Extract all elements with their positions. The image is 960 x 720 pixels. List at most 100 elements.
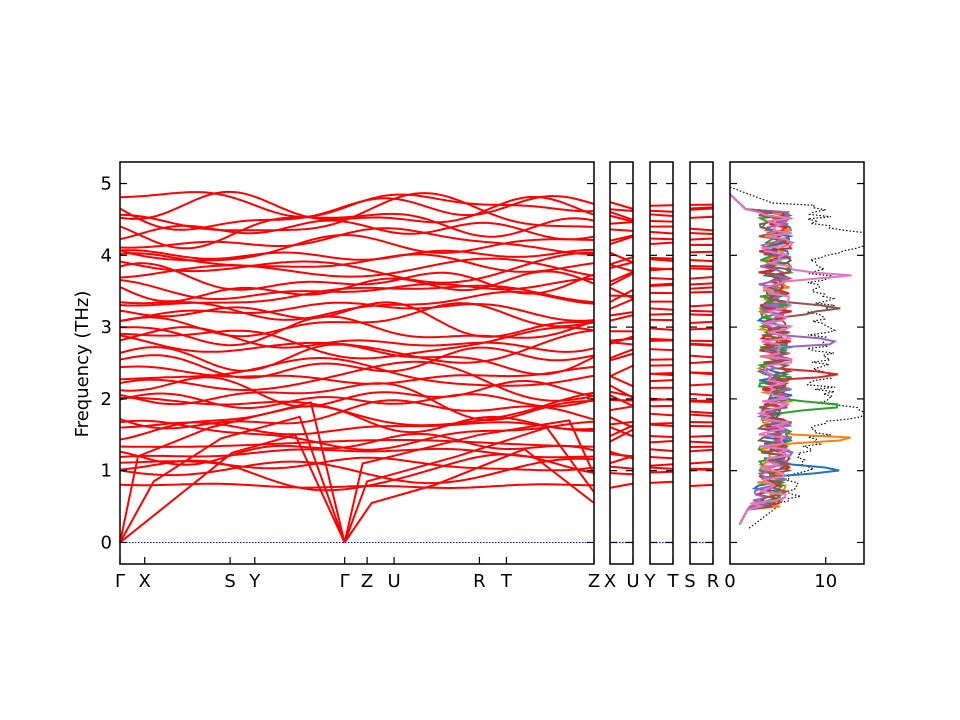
band-line — [609, 210, 634, 221]
band-line — [119, 212, 595, 250]
band-line — [609, 235, 634, 246]
band-line — [119, 457, 595, 485]
k-point-label: Γ — [115, 571, 125, 592]
band-line — [609, 228, 634, 232]
k-point-label: Y — [644, 571, 657, 592]
y-tick-label: 5 — [101, 174, 112, 195]
band-line — [119, 456, 595, 472]
band-line — [649, 230, 674, 235]
band-line — [119, 251, 594, 284]
band-line — [689, 371, 714, 375]
k-point-label: Z — [361, 571, 373, 592]
band-line — [689, 440, 714, 444]
band-line — [609, 272, 634, 287]
band-line — [689, 250, 714, 254]
band-line — [119, 392, 595, 409]
band-line — [649, 463, 674, 467]
band-line — [649, 466, 674, 470]
k-point-label: Γ — [340, 571, 350, 592]
band-line — [119, 376, 595, 408]
band-line — [609, 482, 634, 489]
band-line — [119, 315, 595, 347]
band-line — [119, 233, 595, 262]
band-line — [609, 352, 634, 362]
band-line — [119, 382, 595, 421]
band-line — [119, 404, 595, 441]
band-line — [649, 337, 674, 341]
band-line — [119, 365, 595, 385]
band-line — [119, 329, 595, 364]
band-line — [689, 207, 714, 211]
panel-frame — [729, 161, 865, 565]
band-line — [609, 364, 634, 378]
band-line — [119, 343, 595, 376]
band-line — [649, 412, 674, 417]
band-line — [119, 391, 595, 427]
band-line — [689, 354, 714, 359]
band-line — [689, 265, 714, 268]
band-line — [649, 455, 674, 460]
band-line — [689, 327, 714, 331]
band-line — [119, 252, 595, 273]
panel-frame — [689, 161, 714, 565]
band-line — [649, 237, 674, 241]
band-line — [649, 480, 674, 484]
band-line — [689, 320, 714, 324]
band-line — [649, 256, 674, 260]
band-line — [119, 262, 595, 295]
band-line — [689, 413, 714, 417]
band-line — [609, 405, 634, 412]
panel-frame — [609, 161, 634, 565]
y-tick-label: 2 — [101, 389, 112, 410]
k-point-label: R — [707, 571, 720, 592]
k-point-label: X — [604, 571, 616, 592]
k-point-label: Y — [248, 571, 261, 592]
band-line — [689, 309, 714, 313]
band-line — [649, 434, 674, 438]
band-line — [689, 282, 714, 286]
band-line — [609, 208, 634, 212]
band-line — [649, 276, 674, 281]
band-line — [689, 258, 714, 263]
acoustic-branch-2 — [119, 415, 346, 543]
acoustic-branch-6 — [343, 419, 595, 543]
band-line — [119, 219, 595, 241]
band-line — [609, 314, 634, 322]
band-line — [649, 448, 674, 452]
band-line — [609, 337, 634, 342]
band-line — [119, 326, 595, 360]
band-line — [689, 286, 714, 290]
band-line — [649, 313, 674, 316]
band-line — [609, 256, 634, 266]
band-line — [649, 470, 674, 474]
band-line — [649, 241, 674, 245]
band-line — [609, 201, 634, 210]
band-line — [689, 448, 714, 453]
band-line — [689, 410, 714, 415]
band-line — [609, 251, 634, 264]
band-line — [609, 428, 634, 443]
band-line — [119, 447, 594, 459]
band-line — [689, 276, 714, 280]
k-point-label: T — [500, 571, 513, 592]
k-point-label: S — [684, 571, 695, 592]
k-point-label: Z — [588, 571, 600, 592]
band-line — [119, 357, 595, 387]
band-line — [119, 360, 595, 402]
band-line — [689, 303, 714, 308]
band-line — [649, 348, 674, 352]
band-line — [649, 372, 674, 377]
band-line — [689, 392, 714, 397]
band-line — [689, 483, 714, 487]
k-point-label: U — [387, 571, 400, 592]
band-line — [689, 383, 714, 387]
band-line — [609, 214, 634, 223]
band-line — [609, 263, 634, 273]
band-line — [119, 302, 595, 338]
band-line — [689, 231, 714, 235]
band-line — [689, 434, 714, 438]
acoustic-branch-3 — [119, 401, 346, 543]
band-line — [649, 307, 674, 311]
band-line — [689, 290, 714, 294]
band-line — [649, 282, 674, 287]
